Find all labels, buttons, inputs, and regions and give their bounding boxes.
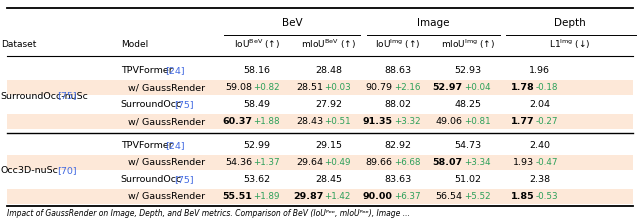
Text: 58.49: 58.49 (244, 100, 271, 109)
Text: w/ GaussRender: w/ GaussRender (129, 158, 205, 167)
Text: 83.63: 83.63 (384, 175, 412, 184)
Text: +6.37: +6.37 (394, 192, 420, 201)
Text: 56.54: 56.54 (436, 192, 463, 201)
Text: 28.43: 28.43 (296, 117, 323, 126)
Text: mIoU$^{\mathrm{Img}}$ (↑): mIoU$^{\mathrm{Img}}$ (↑) (441, 37, 495, 51)
Text: 1.93: 1.93 (513, 158, 534, 167)
Text: 52.97: 52.97 (433, 83, 463, 92)
Text: 48.25: 48.25 (454, 100, 481, 109)
Text: +2.16: +2.16 (394, 83, 420, 92)
Text: +0.03: +0.03 (324, 83, 351, 92)
Text: 90.79: 90.79 (366, 83, 393, 92)
Text: [75]: [75] (175, 175, 194, 184)
Text: BeV: BeV (282, 18, 303, 28)
Text: [24]: [24] (165, 141, 185, 150)
Text: 60.37: 60.37 (222, 117, 252, 126)
Text: 1.85: 1.85 (511, 192, 534, 201)
Text: SurroundOcc-nuSc: SurroundOcc-nuSc (1, 92, 88, 101)
FancyBboxPatch shape (7, 189, 633, 204)
Text: SurroundOcc: SurroundOcc (121, 175, 182, 184)
Text: Image: Image (417, 18, 450, 28)
Text: w/ GaussRender: w/ GaussRender (129, 117, 205, 126)
Text: +1.88: +1.88 (253, 117, 280, 126)
Text: IoU$^{\mathrm{BeV}}$ (↑): IoU$^{\mathrm{BeV}}$ (↑) (234, 37, 280, 51)
Text: TPVFormer: TPVFormer (121, 66, 173, 75)
Text: IoU$^{\mathrm{Img}}$ (↑): IoU$^{\mathrm{Img}}$ (↑) (375, 37, 420, 51)
Text: SurroundOcc: SurroundOcc (121, 100, 182, 109)
Text: +1.37: +1.37 (253, 158, 280, 167)
Text: 49.06: 49.06 (436, 117, 463, 126)
Text: 2.38: 2.38 (529, 175, 550, 184)
Text: 1.77: 1.77 (511, 117, 534, 126)
Text: +0.04: +0.04 (464, 83, 491, 92)
Text: +3.32: +3.32 (394, 117, 420, 126)
Text: 82.92: 82.92 (385, 141, 412, 150)
FancyBboxPatch shape (7, 155, 633, 170)
Text: Depth: Depth (554, 18, 586, 28)
Text: w/ GaussRender: w/ GaussRender (129, 83, 205, 92)
Text: +1.42: +1.42 (324, 192, 351, 201)
Text: 54.73: 54.73 (454, 141, 481, 150)
Text: -0.27: -0.27 (536, 117, 558, 126)
Text: 58.07: 58.07 (433, 158, 463, 167)
Text: 27.92: 27.92 (315, 100, 342, 109)
Text: -0.53: -0.53 (536, 192, 558, 201)
Text: +5.52: +5.52 (464, 192, 491, 201)
Text: 28.48: 28.48 (315, 66, 342, 75)
Text: 54.36: 54.36 (225, 158, 252, 167)
Text: +0.51: +0.51 (324, 117, 351, 126)
Text: 29.15: 29.15 (315, 141, 342, 150)
Text: 2.04: 2.04 (529, 100, 550, 109)
Text: +0.82: +0.82 (253, 83, 280, 92)
Text: 53.62: 53.62 (244, 175, 271, 184)
Text: 88.63: 88.63 (385, 66, 412, 75)
Text: TPVFormer: TPVFormer (121, 141, 173, 150)
Text: 91.35: 91.35 (363, 117, 393, 126)
FancyBboxPatch shape (7, 80, 633, 95)
Text: Occ3D-nuSc: Occ3D-nuSc (1, 166, 59, 175)
Text: 52.93: 52.93 (454, 66, 481, 75)
Text: 51.02: 51.02 (454, 175, 481, 184)
Text: -0.47: -0.47 (536, 158, 558, 167)
Text: 1.96: 1.96 (529, 66, 550, 75)
Text: 29.64: 29.64 (296, 158, 323, 167)
Text: 55.51: 55.51 (222, 192, 252, 201)
Text: +1.89: +1.89 (253, 192, 280, 201)
Text: 90.00: 90.00 (363, 192, 393, 201)
Text: 58.16: 58.16 (244, 66, 271, 75)
Text: 29.87: 29.87 (293, 192, 323, 201)
Text: 59.08: 59.08 (225, 83, 252, 92)
Text: 52.99: 52.99 (244, 141, 271, 150)
Text: Model: Model (121, 40, 148, 49)
Text: 89.66: 89.66 (366, 158, 393, 167)
Text: 1.78: 1.78 (511, 83, 534, 92)
Text: 28.51: 28.51 (296, 83, 323, 92)
Text: 2.40: 2.40 (529, 141, 550, 150)
Text: Impact of GaussRender on Image, Depth, and BeV metrics. Comparison of BeV (IoUᴾᶛ: Impact of GaussRender on Image, Depth, a… (7, 209, 410, 218)
Text: +3.34: +3.34 (464, 158, 491, 167)
Text: w/ GaussRender: w/ GaussRender (129, 192, 205, 201)
Text: L1$^{\mathrm{Img}}$ (↓): L1$^{\mathrm{Img}}$ (↓) (549, 37, 591, 51)
Text: Dataset: Dataset (1, 40, 36, 49)
FancyBboxPatch shape (7, 114, 633, 129)
Text: +0.81: +0.81 (464, 117, 491, 126)
Text: [70]: [70] (57, 166, 77, 175)
Text: [75]: [75] (57, 92, 77, 101)
Text: 28.45: 28.45 (315, 175, 342, 184)
Text: -0.18: -0.18 (536, 83, 558, 92)
Text: +6.68: +6.68 (394, 158, 420, 167)
Text: +0.49: +0.49 (324, 158, 351, 167)
Text: [24]: [24] (165, 66, 185, 75)
Text: mIoU$^{\mathrm{BeV}}$ (↑): mIoU$^{\mathrm{BeV}}$ (↑) (301, 37, 356, 51)
Text: [75]: [75] (175, 100, 194, 109)
Text: 88.02: 88.02 (385, 100, 412, 109)
